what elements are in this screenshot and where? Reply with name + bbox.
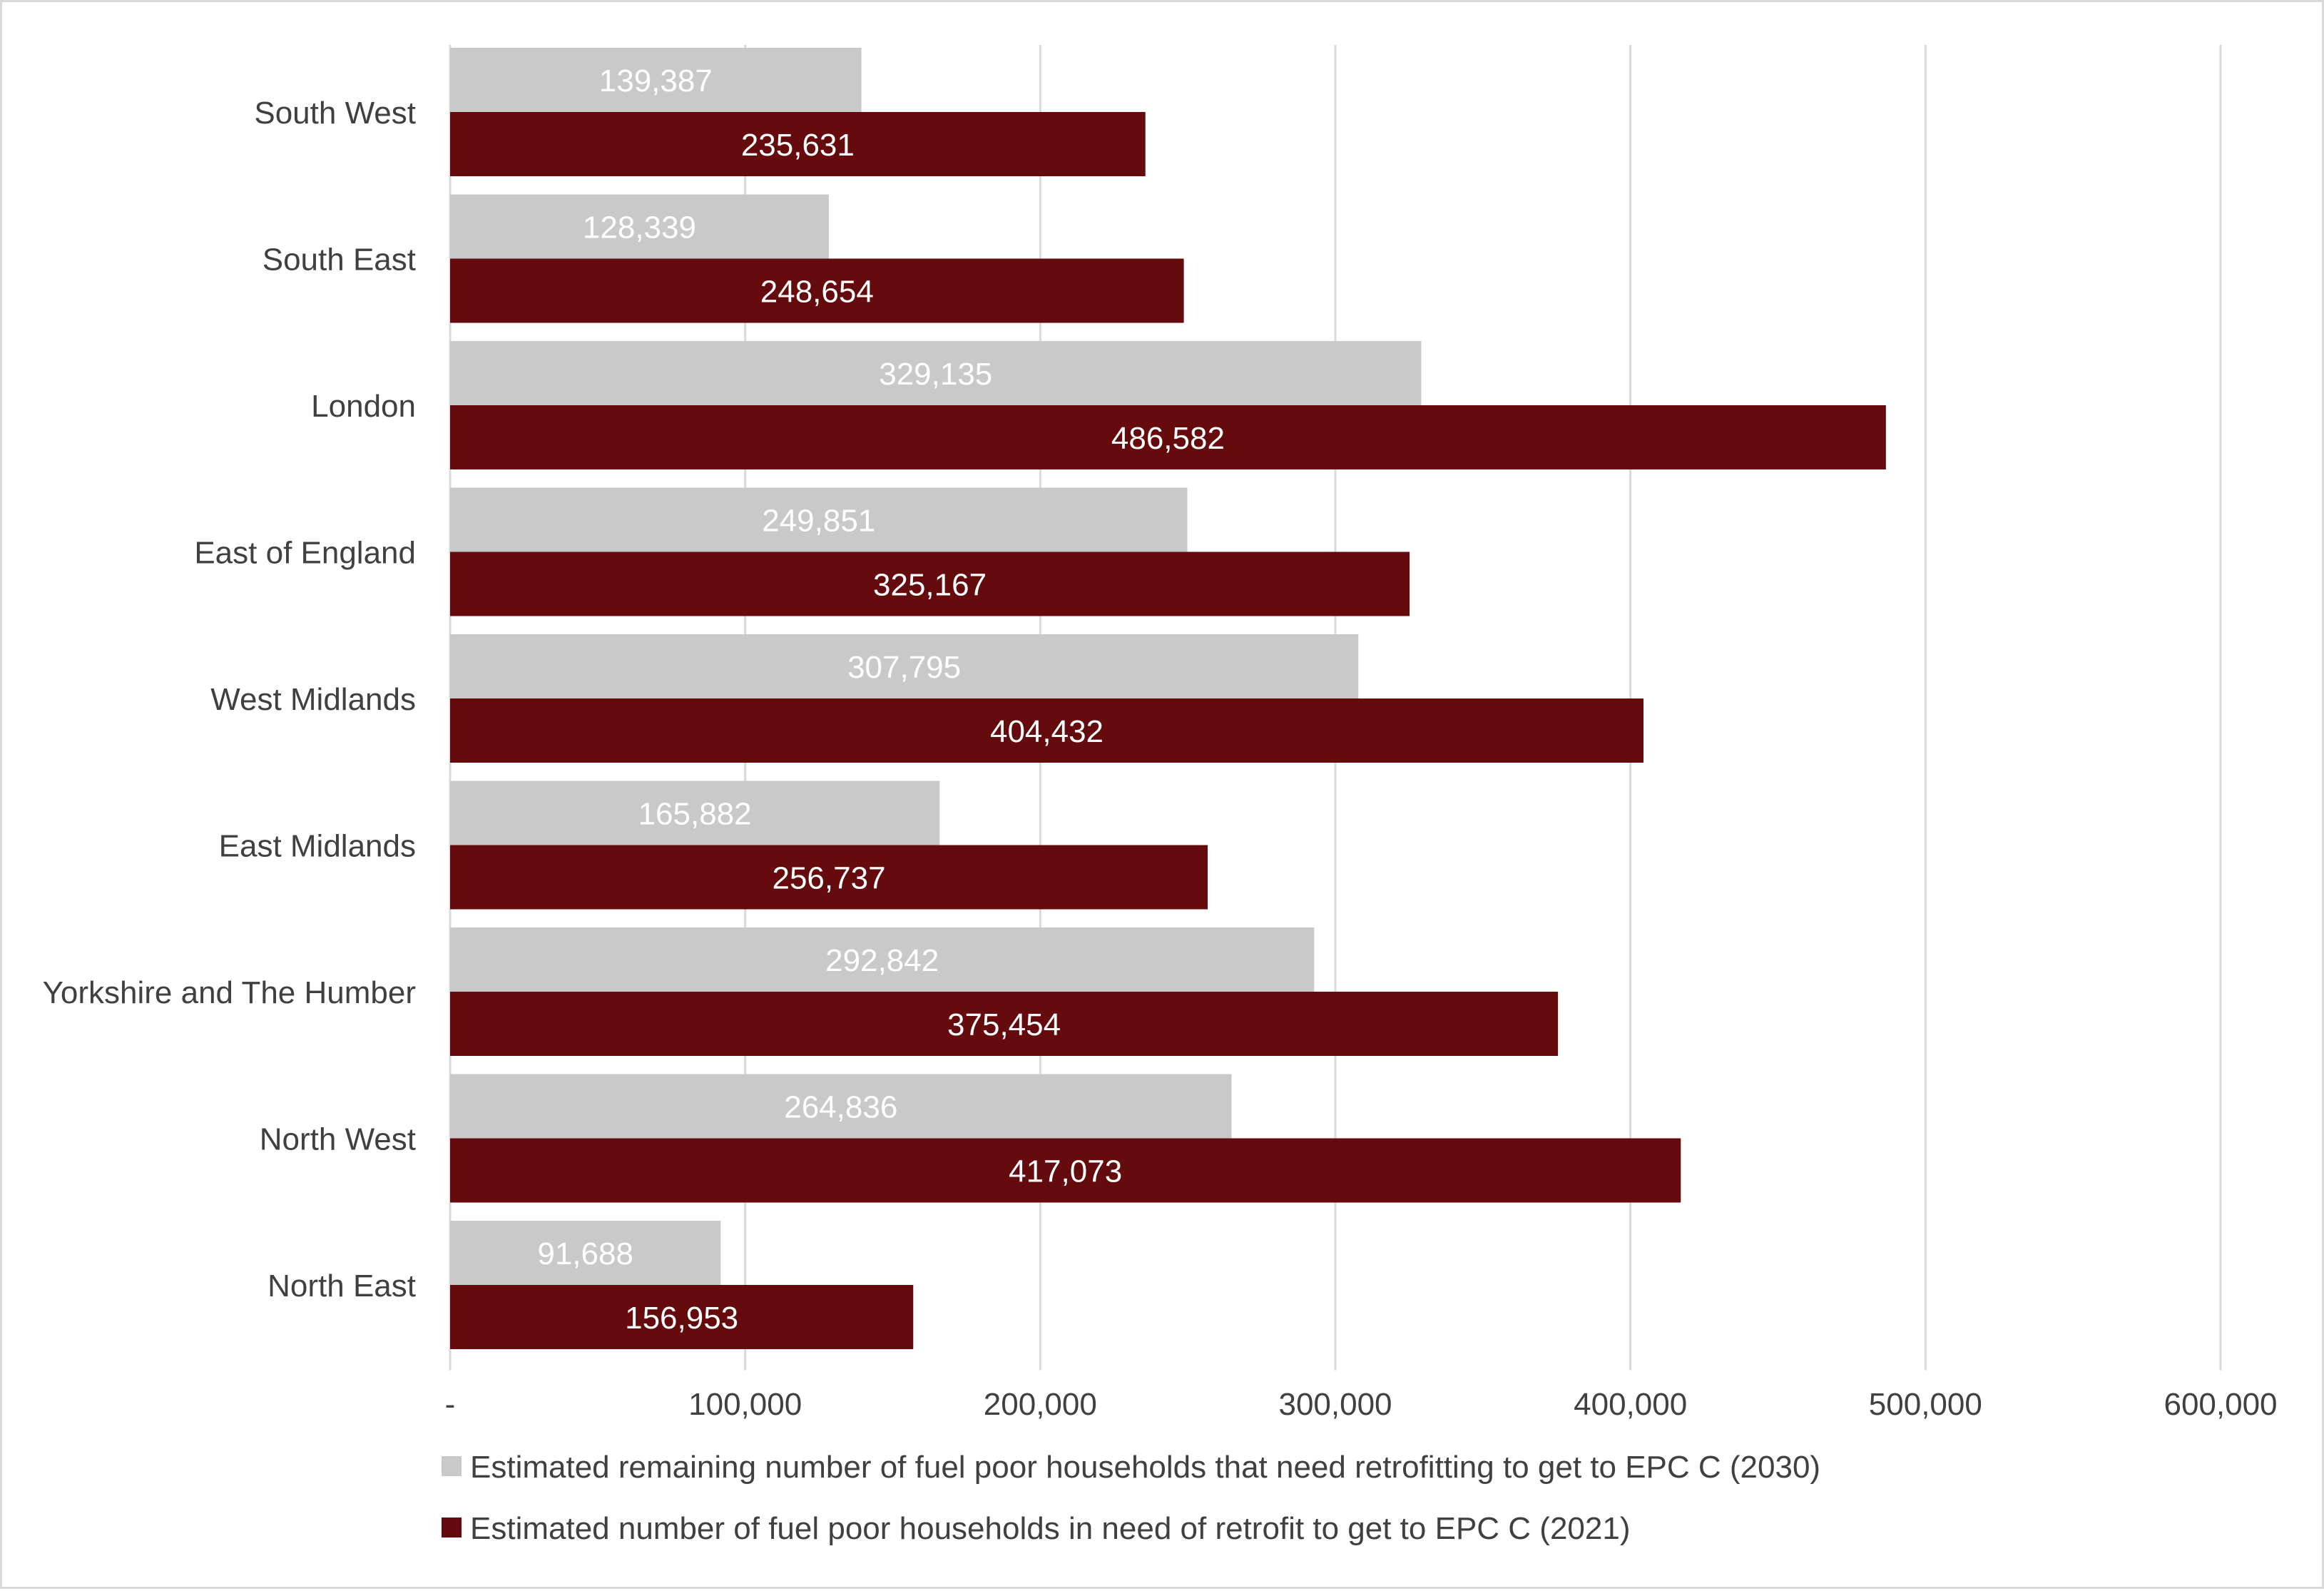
x-tick-label: 200,000 xyxy=(984,1387,1097,1422)
legend-swatch-2030 xyxy=(442,1456,462,1476)
bar-2021 xyxy=(450,992,1559,1056)
data-label: 375,454 xyxy=(947,1007,1061,1042)
bar-2030 xyxy=(450,927,1315,992)
category-label: Yorkshire and The Humber xyxy=(43,975,416,1010)
bars: 139,387 235,631 128,339 248,654 329,135 486,5… xyxy=(450,48,1886,1349)
x-tick-label: - xyxy=(445,1387,456,1422)
category-label: East Midlands xyxy=(219,829,416,864)
category-label: London xyxy=(311,389,416,424)
data-label: 91,688 xyxy=(537,1236,633,1271)
category-label: South West xyxy=(254,96,416,131)
category-label: North West xyxy=(260,1122,416,1157)
bar-2030 xyxy=(450,1221,721,1285)
data-label: 139,387 xyxy=(599,63,713,98)
bar-2021 xyxy=(450,845,1208,910)
data-label: 404,432 xyxy=(990,714,1104,749)
bar-2021 xyxy=(450,112,1146,176)
legend-label-2030: Estimated remaining number of fuel poor … xyxy=(470,1450,1820,1485)
bar-2021 xyxy=(450,1138,1681,1203)
x-tick-label: 100,000 xyxy=(688,1387,802,1422)
bar-2030 xyxy=(450,48,862,112)
category-label: East of England xyxy=(194,536,416,571)
data-label: 249,851 xyxy=(762,504,875,539)
x-tick-label: 400,000 xyxy=(1574,1387,1687,1422)
legend: Estimated remaining number of fuel poor … xyxy=(442,1450,1820,1546)
bar-2021 xyxy=(450,258,1184,323)
data-label: 256,737 xyxy=(772,861,885,896)
data-label: 264,836 xyxy=(784,1090,897,1125)
data-label: 307,795 xyxy=(847,650,961,685)
category-label: South East xyxy=(263,243,416,278)
category-label: West Midlands xyxy=(210,682,416,717)
bar-2030 xyxy=(450,341,1422,405)
data-label: 248,654 xyxy=(760,275,874,310)
x-tick-label: 500,000 xyxy=(1869,1387,1982,1422)
data-label: 292,842 xyxy=(825,943,939,978)
data-label: 329,135 xyxy=(879,357,992,392)
bar-2030 xyxy=(450,487,1188,552)
data-label: 235,631 xyxy=(741,128,855,163)
data-label: 486,582 xyxy=(1111,421,1225,456)
data-label: 128,339 xyxy=(583,210,696,245)
legend-swatch-2021 xyxy=(442,1518,462,1537)
data-label: 417,073 xyxy=(1009,1154,1122,1189)
bar-2021 xyxy=(450,698,1644,763)
data-label: 165,882 xyxy=(638,797,752,832)
bar-2030 xyxy=(450,781,940,845)
data-label: 156,953 xyxy=(625,1301,738,1336)
x-tick-label: 300,000 xyxy=(1278,1387,1392,1422)
data-label: 325,167 xyxy=(873,568,987,603)
bar-2030 xyxy=(450,634,1359,698)
bar-2030 xyxy=(450,1074,1232,1139)
legend-label-2021: Estimated number of fuel poor households… xyxy=(470,1511,1630,1546)
category-label: North East xyxy=(267,1269,416,1303)
category-labels: South West South East London East of Englan… xyxy=(43,96,416,1303)
bar-2030 xyxy=(450,194,829,259)
x-tick-label: 600,000 xyxy=(2164,1387,2277,1422)
x-axis-tick-labels: - 100,000 200,000 300,000 400,000 500,000 600,… xyxy=(445,1387,2278,1422)
bar-2021 xyxy=(450,551,1410,616)
bar-2021 xyxy=(450,405,1886,469)
bar-2021 xyxy=(450,1285,914,1349)
